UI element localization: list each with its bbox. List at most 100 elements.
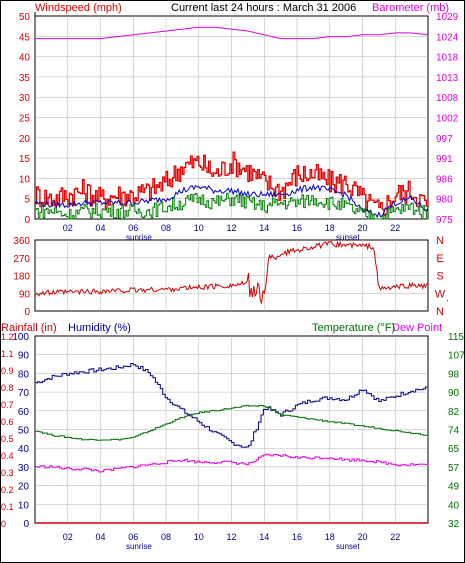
temperature-tick-98: 98 — [448, 369, 460, 380]
temperature-tick-32: 32 — [448, 519, 460, 530]
rain-tick-0.2: 0.2 — [1, 485, 14, 495]
series-wind_max — [35, 151, 429, 217]
baro-tick-986: 986 — [436, 174, 453, 185]
compass-tick-3: E — [436, 253, 443, 265]
plot-layer: 0510152025303540455097598098699199710021… — [1, 12, 465, 542]
panel3-xtick-20: 20 — [357, 532, 367, 542]
humidity-tick-50: 50 — [18, 426, 30, 437]
compass-tick-0: N — [436, 306, 444, 318]
temperature-tick-82: 82 — [448, 407, 460, 418]
windspeed-axis-title: Windspeed (mph) — [35, 2, 122, 14]
panel3-xtick-02: 02 — [63, 532, 73, 542]
wind-tick-20: 20 — [19, 134, 31, 145]
temperature-tick-65: 65 — [448, 444, 460, 455]
humidity-tick-40: 40 — [18, 444, 30, 455]
panel3-xtick-18: 18 — [325, 532, 335, 542]
panel1-xtick-16: 16 — [292, 223, 302, 233]
baro-tick-997: 997 — [436, 134, 453, 145]
panel3-xtick-06: 06 — [128, 532, 138, 542]
baro-tick-980: 980 — [436, 195, 453, 206]
panel3-xtick-16: 16 — [292, 532, 302, 542]
direction-tick-90: 90 — [19, 289, 31, 300]
rain-tick-0.3: 0.3 — [1, 468, 14, 478]
panel1-xtick-10: 10 — [194, 223, 204, 233]
humidity-axis-title: Humidity (%) — [68, 322, 131, 334]
panel3-xtick-22: 22 — [390, 532, 400, 542]
baro-tick-991: 991 — [436, 154, 453, 165]
direction-tick-270: 270 — [13, 254, 30, 265]
panel1-xtick-02: 02 — [63, 223, 73, 233]
panel1-xtick-22: 22 — [390, 223, 400, 233]
wind-tick-5: 5 — [24, 195, 30, 206]
series-wind_min — [35, 192, 428, 220]
panel1-xtick-06: 06 — [128, 223, 138, 233]
rain-tick-0.9: 0.9 — [1, 366, 14, 376]
temperature-tick-57: 57 — [448, 463, 460, 474]
compass-dot: . — [446, 292, 449, 304]
humidity-tick-70: 70 — [18, 388, 30, 399]
series-wind-direction — [34, 240, 429, 306]
series-barometer — [35, 26, 429, 40]
rain-tick-0: 0 — [1, 519, 6, 529]
rain-tick-0.4: 0.4 — [1, 451, 14, 461]
humidity-tick-80: 80 — [18, 369, 30, 380]
panel1-xtick-08: 08 — [161, 223, 171, 233]
panel1-xtick-18: 18 — [325, 223, 335, 233]
temperature-tick-74: 74 — [448, 426, 460, 437]
rain-tick-1.1: 1.1 — [1, 349, 14, 359]
panel1-xtick-12: 12 — [226, 223, 236, 233]
compass-tick-1: W — [435, 288, 446, 300]
humidity-tick-100: 100 — [12, 332, 29, 343]
rain-tick-0.1: 0.1 — [1, 502, 14, 512]
baro-tick-1013: 1013 — [436, 73, 459, 84]
sunset-label-panel1: sunset — [336, 233, 360, 242]
rain-tick-0.6: 0.6 — [1, 417, 14, 427]
baro-tick-1002: 1002 — [436, 114, 459, 125]
humidity-tick-60: 60 — [18, 407, 30, 418]
rain-tick-0.5: 0.5 — [1, 434, 14, 444]
wind-tick-35: 35 — [19, 73, 31, 84]
panel1-xtick-04: 04 — [95, 223, 105, 233]
wind-tick-30: 30 — [19, 93, 31, 104]
wind-tick-10: 10 — [19, 174, 31, 185]
sunset-label-panel3: sunset — [336, 542, 360, 551]
rain-tick-0.8: 0.8 — [1, 383, 14, 393]
temperature-tick-40: 40 — [448, 500, 460, 511]
temperature-tick-90: 90 — [448, 388, 460, 399]
chart-title: Current last 24 hours : March 31 2006 — [171, 2, 356, 14]
humidity-tick-10: 10 — [18, 500, 30, 511]
wind-tick-0: 0 — [24, 215, 30, 226]
series-wind_avg — [34, 183, 429, 219]
compass-tick-4: N — [436, 235, 444, 247]
rain-tick-1.2: 1.2 — [1, 332, 14, 342]
direction-tick-0: 0 — [24, 307, 30, 318]
baro-tick-1008: 1008 — [436, 93, 459, 104]
wind-tick-40: 40 — [19, 53, 31, 64]
panel1-xtick-20: 20 — [357, 223, 367, 233]
rainfall-axis-title: Rainfall (in) — [1, 322, 57, 334]
series-humidity — [35, 363, 429, 448]
temperature-tick-107: 107 — [448, 351, 465, 362]
humidity-tick-90: 90 — [18, 351, 30, 362]
series-dewpoint — [35, 453, 429, 473]
temperature-tick-115: 115 — [448, 332, 464, 343]
direction-tick-180: 180 — [13, 272, 30, 283]
baro-tick-1029: 1029 — [436, 12, 459, 23]
temperature-tick-49: 49 — [448, 482, 460, 493]
direction-tick-360: 360 — [13, 236, 30, 247]
panel3-xtick-10: 10 — [194, 532, 204, 542]
sunrise-label-panel3: sunrise — [126, 542, 152, 551]
series-temperature — [35, 404, 429, 441]
wind-tick-15: 15 — [19, 154, 31, 165]
wind-tick-45: 45 — [19, 32, 31, 43]
humidity-tick-20: 20 — [18, 482, 30, 493]
humidity-tick-30: 30 — [18, 463, 30, 474]
wind-tick-25: 25 — [19, 114, 31, 125]
baro-tick-975: 975 — [436, 215, 453, 226]
panel3-xtick-12: 12 — [226, 532, 236, 542]
panel3-xtick-08: 08 — [161, 532, 171, 542]
rain-tick-0.7: 0.7 — [1, 400, 14, 410]
